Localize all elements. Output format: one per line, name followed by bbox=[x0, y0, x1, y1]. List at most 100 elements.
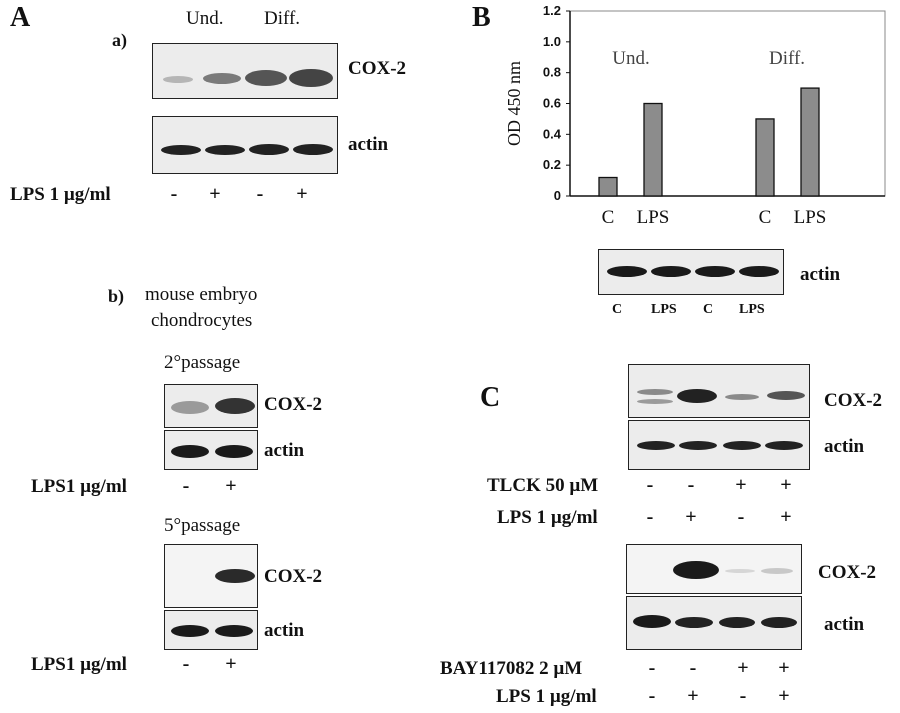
passage5-label: 5°passage bbox=[164, 515, 241, 536]
lps-sign-c2-1: - bbox=[648, 685, 656, 707]
bar bbox=[643, 102, 663, 197]
category-label: C bbox=[602, 207, 615, 228]
band bbox=[679, 441, 717, 450]
band bbox=[673, 561, 719, 579]
chart-text: 0 0.2 0.4 0.6 0.8 1.0 1.2 OD 450 nm C LPS C LPS Und.… bbox=[504, 3, 826, 228]
blot-b-lane-3: C bbox=[703, 302, 714, 317]
band bbox=[205, 145, 245, 155]
lps-sign-a-1: - bbox=[170, 183, 178, 205]
blot-b5-cox2-label: COX-2 bbox=[264, 566, 323, 587]
band bbox=[723, 441, 761, 450]
blot-a-cox2 bbox=[152, 43, 338, 99]
tlck-sign-4: + bbox=[780, 474, 792, 496]
bay-sign-3: + bbox=[737, 657, 749, 679]
y-axis-label: OD 450 nm bbox=[504, 61, 524, 146]
panel-a-letter: A bbox=[10, 2, 31, 33]
lps-label-c2: LPS 1 µg/ml bbox=[496, 686, 597, 707]
bar bbox=[800, 87, 820, 197]
lps-label-a: LPS 1 µg/ml bbox=[10, 184, 111, 205]
band bbox=[719, 617, 755, 628]
blot-b2-cox2-label: COX-2 bbox=[264, 394, 323, 415]
band bbox=[651, 266, 691, 277]
group-label: Diff. bbox=[769, 48, 805, 69]
lps-label-c1: LPS 1 µg/ml bbox=[497, 507, 598, 528]
band bbox=[637, 399, 673, 404]
band bbox=[761, 568, 793, 574]
panel-c-letter: C bbox=[480, 382, 501, 413]
bay-sign-2: - bbox=[689, 657, 697, 679]
y-tick-label: 0.4 bbox=[543, 126, 562, 141]
blot-b2-actin bbox=[164, 430, 258, 470]
category-label: LPS bbox=[794, 207, 827, 228]
blot-c2-cox2 bbox=[626, 544, 802, 594]
bay-label: BAY117082 2 µM bbox=[440, 658, 583, 679]
blot-b5-cox2 bbox=[164, 544, 258, 608]
band bbox=[215, 398, 255, 414]
lps-sign-a-2: + bbox=[209, 183, 221, 205]
band bbox=[171, 625, 209, 637]
lps-sign-c1-3: - bbox=[737, 506, 745, 528]
y-tick-label: 0.8 bbox=[543, 65, 561, 80]
lps-sign-c2-3: - bbox=[739, 685, 747, 707]
blot-c1-cox2-label: COX-2 bbox=[824, 390, 883, 411]
chart-bars bbox=[598, 87, 820, 197]
tlck-sign-3: + bbox=[735, 474, 747, 496]
band bbox=[203, 73, 241, 84]
blot-c2-actin bbox=[626, 596, 802, 650]
lps-sign-c2-2: + bbox=[687, 685, 699, 707]
y-tick-label: 1.2 bbox=[543, 3, 561, 18]
blot-a-actin bbox=[152, 116, 338, 174]
blot-c1-actin bbox=[628, 420, 810, 470]
blot-c2-cox2-label: COX-2 bbox=[818, 562, 877, 583]
passage2-label: 2°passage bbox=[164, 352, 241, 373]
group-diff-label: Diff. bbox=[264, 8, 301, 29]
band bbox=[767, 391, 805, 400]
band bbox=[761, 617, 797, 628]
band bbox=[677, 389, 717, 403]
blot-c2-actin-label: actin bbox=[824, 614, 865, 635]
tlck-sign-1: - bbox=[646, 474, 654, 496]
y-tick-label: 0 bbox=[554, 188, 561, 203]
y-tick-label: 1.0 bbox=[543, 34, 561, 49]
band bbox=[637, 389, 673, 395]
lps-sign-a-3: - bbox=[256, 183, 264, 205]
bar bbox=[755, 118, 775, 197]
band bbox=[289, 69, 333, 87]
blot-c1-cox2 bbox=[628, 364, 810, 418]
lps-label-b2: LPS1 µg/ml bbox=[31, 476, 127, 497]
band bbox=[293, 144, 333, 155]
y-tick-label: 0.6 bbox=[543, 96, 561, 111]
blot-a-cox2-label: COX-2 bbox=[348, 58, 407, 79]
panel-a-sub-a: a) bbox=[112, 30, 127, 50]
band bbox=[637, 441, 675, 450]
band bbox=[739, 266, 779, 277]
lps-sign-c1-2: + bbox=[685, 506, 697, 528]
band bbox=[171, 401, 209, 414]
group-label: Und. bbox=[612, 48, 649, 69]
category-label: LPS bbox=[637, 207, 670, 228]
category-label: C bbox=[759, 207, 772, 228]
band bbox=[215, 569, 255, 583]
band bbox=[675, 617, 713, 628]
tlck-sign-2: - bbox=[687, 474, 695, 496]
band bbox=[249, 144, 289, 155]
blot-b-lane-1: C bbox=[612, 302, 623, 317]
band bbox=[765, 441, 803, 450]
lps-sign-a-4: + bbox=[296, 183, 308, 205]
band bbox=[245, 70, 287, 86]
blot-b-actin bbox=[598, 249, 784, 295]
bay-sign-4: + bbox=[778, 657, 790, 679]
chondrocytes-title-2: chondrocytes bbox=[151, 310, 253, 331]
chart-axes bbox=[566, 10, 886, 197]
y-tick-label: 0.2 bbox=[543, 157, 561, 172]
bay-sign-1: - bbox=[648, 657, 656, 679]
tlck-label: TLCK 50 µM bbox=[487, 475, 599, 496]
panel-a-sub-b: b) bbox=[108, 286, 125, 306]
bar bbox=[598, 176, 618, 197]
group-und-label: Und. bbox=[186, 8, 224, 29]
blot-c1-actin-label: actin bbox=[824, 436, 865, 457]
band bbox=[695, 266, 735, 277]
blot-a-actin-label: actin bbox=[348, 134, 389, 155]
band bbox=[163, 76, 193, 83]
lps-sign-b2-1: - bbox=[182, 475, 190, 497]
